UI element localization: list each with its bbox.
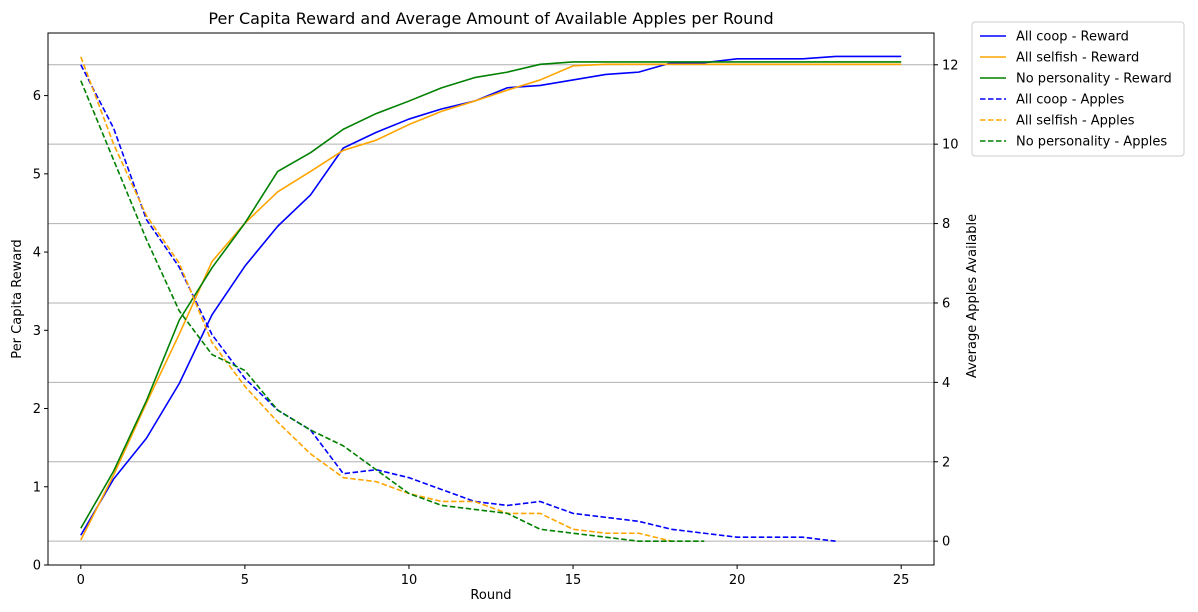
legend-label: All selfish - Apples <box>1016 114 1135 129</box>
y-left-tick-label: 6 <box>33 89 41 104</box>
legend-label: All coop - Reward <box>1016 30 1129 45</box>
series-line-5 <box>80 80 705 542</box>
chart-title: Per Capita Reward and Average Amount of … <box>208 9 773 28</box>
y-left-tick-label: 1 <box>33 480 41 495</box>
legend-label: No personality - Apples <box>1016 135 1167 150</box>
x-tick-label: 0 <box>77 573 85 588</box>
y-right-tick-label: 4 <box>942 376 950 391</box>
series-line-0 <box>80 55 902 536</box>
y-axis-left-ticks: 0 1 2 3 4 5 6 <box>33 89 48 574</box>
y-right-tick-label: 10 <box>942 138 959 153</box>
y-left-tick-label: 0 <box>33 559 41 574</box>
plot-frame <box>47 32 935 566</box>
series-lines <box>80 55 902 542</box>
y-right-tick-label: 0 <box>942 535 950 550</box>
y-right-tick-label: 12 <box>942 58 959 73</box>
y-left-tick-label: 2 <box>33 402 41 417</box>
y-right-tick-label: 2 <box>942 455 950 470</box>
legend: All coop - Reward All selfish - Reward No … <box>971 21 1185 157</box>
y-right-tick-label: 6 <box>942 296 950 311</box>
x-tick-label: 10 <box>401 573 418 588</box>
y-axis-right-title: Average Apples Available <box>965 214 980 378</box>
legend-box <box>971 21 1185 157</box>
series-line-4 <box>80 56 672 542</box>
x-tick-label: 5 <box>241 573 249 588</box>
x-tick-label: 15 <box>565 573 582 588</box>
x-tick-label: 25 <box>893 573 910 588</box>
series-line-1 <box>80 63 902 541</box>
y-left-tick-label: 3 <box>33 324 41 339</box>
series-line-2 <box>80 61 902 529</box>
x-axis-title: Round <box>470 588 511 603</box>
legend-label: All coop - Apples <box>1016 93 1125 108</box>
legend-items: All coop - Reward All selfish - Reward No … <box>980 30 1172 150</box>
y-left-tick-label: 4 <box>33 246 41 261</box>
y-right-tick-label: 8 <box>942 217 950 232</box>
x-axis-ticks: 0 5 10 15 20 25 <box>77 565 910 588</box>
y-axis-left-title: Per Capita Reward <box>10 239 25 358</box>
x-tick-label: 20 <box>729 573 746 588</box>
series-line-3 <box>80 64 836 542</box>
y-left-tick-label: 5 <box>33 167 41 182</box>
y-axis-right-ticks: 0 2 4 6 8 10 12 <box>934 58 959 550</box>
legend-label: All selfish - Reward <box>1016 51 1139 66</box>
legend-label: No personality - Reward <box>1016 72 1172 87</box>
